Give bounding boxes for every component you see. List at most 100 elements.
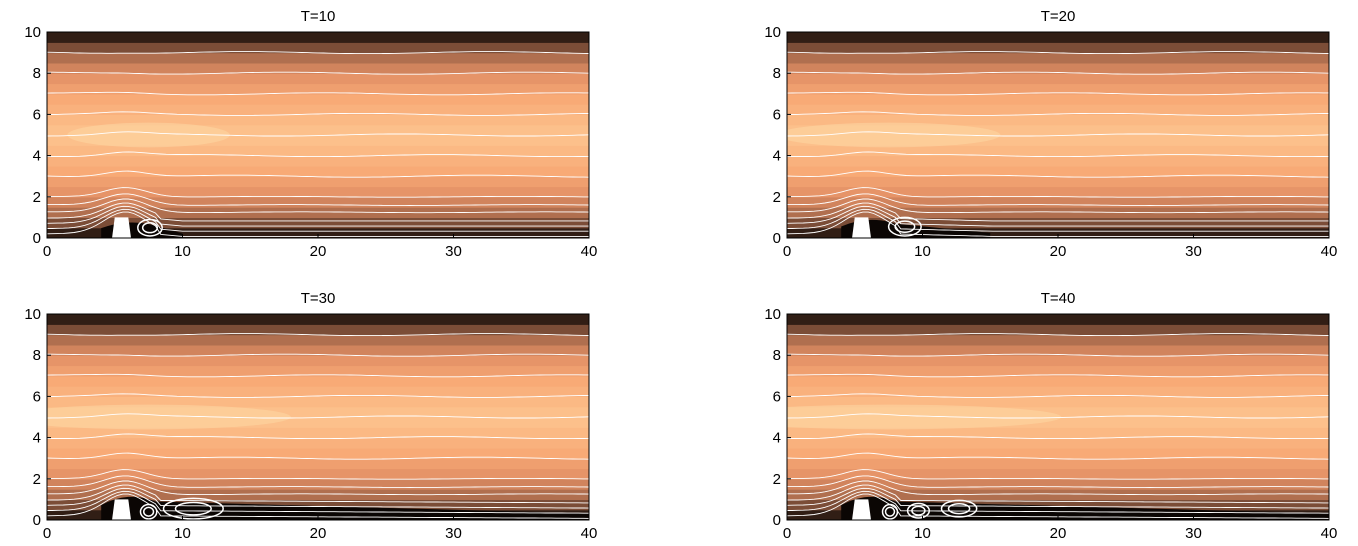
color-band xyxy=(47,324,589,336)
color-band xyxy=(787,344,1329,356)
field-area xyxy=(787,314,1329,520)
streamline xyxy=(47,484,589,504)
color-band xyxy=(787,83,1329,95)
streamline xyxy=(47,393,589,398)
obstacle xyxy=(852,217,872,238)
streamline xyxy=(787,353,1329,357)
streamline xyxy=(787,193,1329,206)
color-band xyxy=(787,417,1329,428)
streamline xyxy=(47,480,589,496)
streamline xyxy=(47,433,589,440)
x-tick-label: 40 xyxy=(1321,525,1338,540)
color-band xyxy=(47,334,589,346)
y-tick-label: 6 xyxy=(773,388,781,405)
streamline xyxy=(787,131,1329,137)
color-band xyxy=(47,155,589,167)
eddy xyxy=(911,505,926,516)
center-lens xyxy=(67,122,230,148)
color-band xyxy=(47,406,589,418)
color-band xyxy=(787,135,1329,146)
color-band xyxy=(47,145,589,157)
y-tick-label: 8 xyxy=(773,65,781,82)
eddy xyxy=(137,218,163,237)
y-tick-label: 8 xyxy=(33,65,41,82)
color-band xyxy=(787,52,1329,64)
color-band xyxy=(47,165,589,177)
color-band xyxy=(787,32,1329,43)
streamline xyxy=(47,111,589,116)
eddy xyxy=(174,501,212,516)
color-band xyxy=(47,375,589,387)
color-band xyxy=(47,124,589,136)
y-tick-label: 4 xyxy=(773,430,781,447)
y-tick-label: 8 xyxy=(773,347,781,364)
x-tick-label: 10 xyxy=(174,525,191,540)
streamline xyxy=(787,187,1329,198)
color-band xyxy=(47,227,589,238)
color-band xyxy=(47,314,589,325)
color-band xyxy=(47,396,589,408)
field-area xyxy=(47,314,589,520)
color-band xyxy=(787,42,1329,54)
color-band xyxy=(787,145,1329,157)
eddy xyxy=(142,506,155,517)
color-band xyxy=(787,207,1329,218)
streamline xyxy=(47,490,589,514)
x-tick-label: 30 xyxy=(1185,243,1202,258)
eddy xyxy=(940,499,978,518)
color-band xyxy=(787,406,1329,418)
streamline xyxy=(47,333,589,337)
color-band xyxy=(47,83,589,95)
x-tick-label: 20 xyxy=(310,525,327,540)
streamline xyxy=(787,452,1329,460)
color-band xyxy=(47,365,589,377)
color-band xyxy=(47,217,589,229)
streamline xyxy=(47,91,589,96)
streamline xyxy=(787,373,1329,378)
color-band xyxy=(47,104,589,115)
subplot-t40: T=40 0 10 20 30 40 0 2 4 6 8 10 xyxy=(740,290,1358,540)
x-tick-label: 30 xyxy=(1185,525,1202,540)
color-band xyxy=(47,52,589,64)
y-tick-label: 0 xyxy=(33,512,41,529)
field-area xyxy=(47,32,589,238)
streamline xyxy=(787,475,1329,488)
color-band xyxy=(787,62,1329,74)
streamline xyxy=(47,131,589,137)
streamline xyxy=(47,51,589,55)
color-band xyxy=(47,489,589,500)
eddy xyxy=(139,503,158,520)
obstacle xyxy=(112,499,132,520)
y-tick-label: 6 xyxy=(773,106,781,123)
y-tick-label: 2 xyxy=(33,471,41,488)
y-tick-label: 0 xyxy=(773,230,781,247)
wake-region xyxy=(101,496,589,520)
streamline xyxy=(787,198,1329,214)
color-band xyxy=(787,447,1329,459)
x-tick-label: 20 xyxy=(310,243,327,258)
x-tick-label: 30 xyxy=(445,525,462,540)
obstacle xyxy=(112,217,132,238)
color-band xyxy=(47,196,589,208)
color-band xyxy=(787,386,1329,397)
color-band xyxy=(787,227,1329,238)
streamline xyxy=(47,452,589,460)
color-band xyxy=(47,42,589,54)
color-band xyxy=(47,499,589,511)
streamline xyxy=(787,151,1329,158)
y-tick-label: 0 xyxy=(773,512,781,529)
streamline xyxy=(787,393,1329,398)
streamline xyxy=(47,202,589,222)
x-tick-label: 20 xyxy=(1050,243,1067,258)
streamline xyxy=(47,151,589,158)
streamline xyxy=(787,111,1329,116)
color-band xyxy=(787,489,1329,500)
subplot-title: T=30 xyxy=(300,290,336,307)
color-band xyxy=(787,355,1329,367)
color-band xyxy=(787,155,1329,167)
streamline xyxy=(787,51,1329,55)
color-band xyxy=(787,73,1329,85)
eddy xyxy=(887,216,922,237)
x-tick-label: 20 xyxy=(1050,525,1067,540)
x-tick-label: 30 xyxy=(445,243,462,258)
